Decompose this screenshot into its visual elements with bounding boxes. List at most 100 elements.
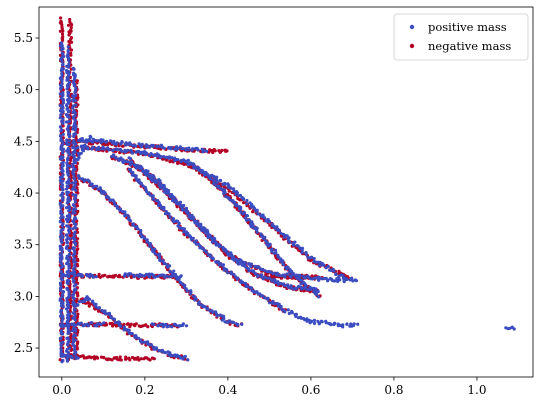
scatter-point — [65, 307, 69, 311]
scatter-point — [235, 276, 240, 280]
scatter-point — [87, 138, 91, 142]
scatter-point — [223, 181, 227, 185]
scatter-point — [66, 236, 70, 240]
scatter-point — [274, 273, 279, 277]
scatter-point — [312, 321, 317, 325]
scatter-point — [246, 284, 250, 289]
scatter-point — [191, 162, 195, 166]
scatter-point — [59, 238, 63, 242]
scatter-point — [214, 241, 218, 245]
scatter-point — [73, 318, 77, 322]
scatter-point — [178, 200, 182, 204]
scatter-point — [58, 125, 63, 129]
scatter-point — [273, 302, 277, 306]
scatter-point — [67, 248, 71, 252]
scatter-point — [163, 351, 168, 355]
scatter-point — [58, 116, 62, 120]
point-cluster — [77, 174, 244, 327]
scatter-point — [146, 240, 150, 244]
scatter-point — [71, 329, 75, 333]
scatter-point — [256, 292, 260, 296]
scatter-point — [71, 145, 75, 149]
scatter-point — [200, 246, 204, 250]
scatter-point — [66, 329, 70, 333]
scatter-point — [197, 166, 201, 171]
scatter-point — [86, 147, 90, 151]
scatter-point — [58, 281, 63, 286]
scatter-point — [265, 276, 269, 280]
scatter-point — [300, 251, 304, 255]
scatter-point — [61, 196, 65, 200]
scatter-point — [118, 275, 122, 279]
scatter-point — [73, 149, 77, 153]
scatter-point — [67, 132, 72, 136]
scatter-point — [79, 139, 83, 143]
scatter-point — [74, 93, 78, 98]
x-tick-label: 0.8 — [384, 383, 403, 397]
scatter-point — [143, 340, 147, 344]
scatter-point — [172, 220, 176, 224]
scatter-point — [61, 91, 65, 95]
scatter-point — [64, 354, 68, 358]
scatter-point — [59, 209, 63, 213]
scatter-point — [123, 272, 127, 276]
scatter-point — [61, 340, 65, 344]
scatter-point — [173, 147, 177, 151]
scatter-point — [186, 212, 190, 216]
scatter-point — [142, 150, 146, 154]
scatter-point — [112, 139, 116, 143]
scatter-point — [80, 354, 84, 358]
scatter-point — [156, 324, 160, 328]
scatter-point — [353, 278, 358, 282]
scatter-point — [183, 159, 187, 164]
scatter-point — [67, 339, 71, 343]
scatter-point — [61, 215, 65, 219]
scatter-point — [182, 227, 186, 231]
scatter-point — [58, 44, 63, 48]
scatter-point — [232, 258, 236, 262]
scatter-point — [82, 179, 86, 183]
scatter-point — [76, 146, 80, 150]
scatter-point — [102, 356, 106, 360]
axes-layer: 0.0 0.2 0.4 0.6 0.8 1.0 2.5 3.0 3.5 4.0 4.5 5.0 5.5 — [14, 6, 534, 397]
scatter-point — [227, 197, 231, 201]
scatter-point — [196, 148, 200, 152]
point-cluster — [60, 321, 106, 328]
x-tick-label: 1.0 — [467, 383, 486, 397]
scatter-point — [166, 265, 170, 269]
scatter-point — [266, 279, 270, 283]
scatter-point — [72, 246, 76, 250]
scatter-point — [60, 82, 64, 86]
scatter-point — [135, 164, 139, 168]
scatter-point — [317, 263, 321, 268]
scatter-point — [60, 183, 64, 187]
scatter-point — [153, 275, 157, 279]
scatter-point — [247, 262, 251, 266]
scatter-point — [66, 48, 70, 52]
scatter-point — [312, 318, 317, 322]
scatter-point — [60, 51, 64, 55]
scatter-point — [67, 39, 71, 44]
plot-frame — [38, 6, 534, 378]
scatter-point — [333, 321, 337, 325]
scatter-point — [127, 329, 131, 333]
scatter-point — [183, 354, 187, 359]
scatter-point — [168, 215, 172, 219]
scatter-point — [67, 177, 71, 181]
scatter-point — [174, 354, 179, 359]
scatter-point — [252, 290, 256, 294]
scatter-point — [289, 286, 293, 290]
scatter-point — [67, 124, 71, 128]
scatter-point — [134, 174, 138, 178]
scatter-point — [214, 260, 218, 264]
scatter-point — [73, 347, 77, 351]
scatter-point — [61, 160, 65, 165]
scatter-point — [71, 203, 76, 207]
scatter-point — [61, 264, 65, 268]
scatter-point — [74, 88, 78, 92]
scatter-point — [103, 147, 107, 151]
scatter-point — [71, 207, 75, 212]
scatter-point — [69, 36, 74, 40]
scatter-point — [120, 140, 124, 144]
